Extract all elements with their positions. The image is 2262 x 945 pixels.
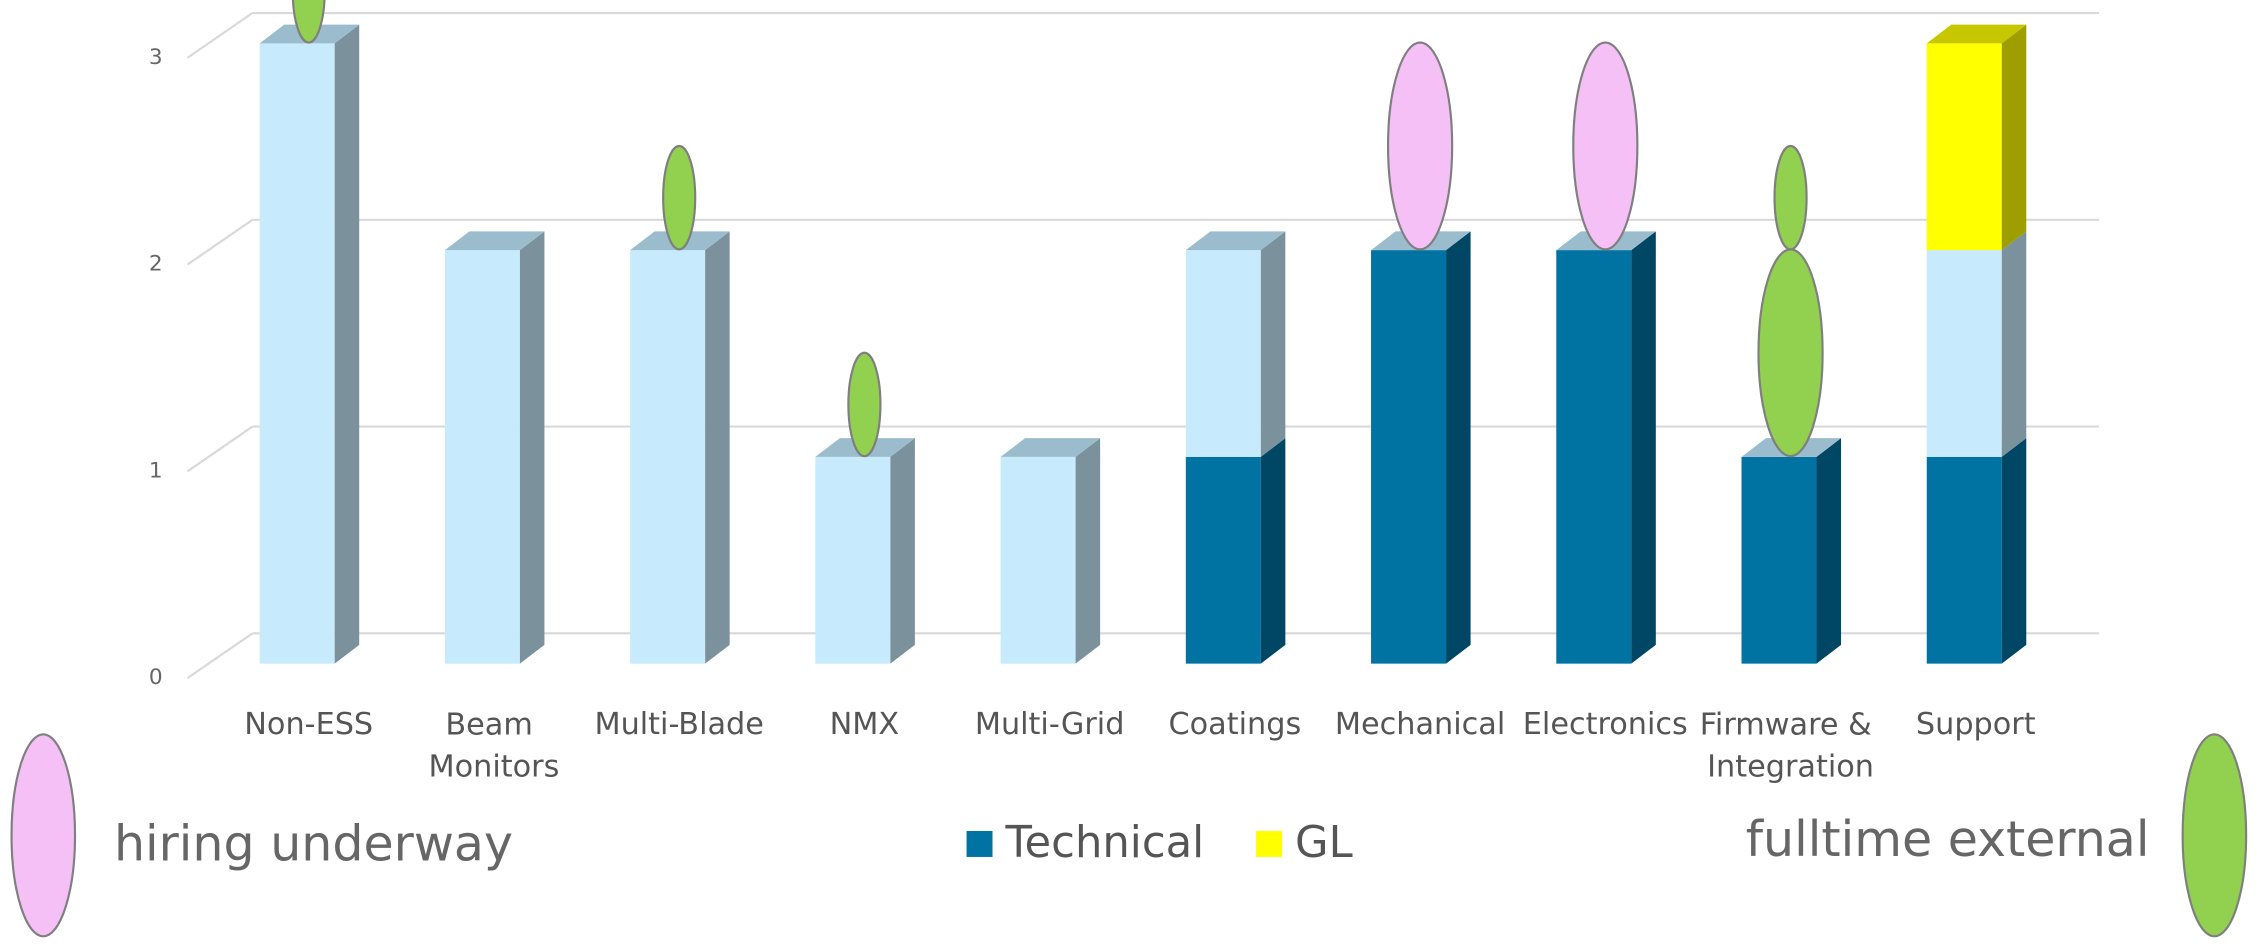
bar-side (1446, 231, 1471, 664)
annotation-label: hiring underway (114, 814, 513, 872)
bar-top (1185, 231, 1286, 251)
bar-side (1075, 438, 1101, 664)
legend-swatch (1256, 830, 1283, 857)
bar-front (1926, 250, 2002, 457)
bar-front (815, 456, 891, 664)
bar-side (519, 231, 545, 664)
bar-front (1185, 456, 1261, 664)
annotation-marker (662, 144, 697, 251)
x-tick-label: NMX (830, 707, 900, 742)
bar-front (1371, 250, 1447, 664)
y-tick-label: 1 (149, 458, 163, 483)
annotation-marker (1572, 41, 1639, 251)
bar-segment (444, 231, 545, 664)
bar-side (1816, 438, 1842, 664)
bar-segment (1926, 24, 2027, 251)
bar-front (1926, 43, 2002, 251)
legend-label: GL (1295, 818, 1353, 868)
bar-side (2001, 438, 2027, 664)
bar-side (890, 438, 915, 664)
bar-side (705, 231, 730, 664)
y-tick-label: 2 (149, 252, 163, 277)
bar-front (1926, 456, 2002, 664)
bar-segment (1185, 438, 1286, 664)
bar-front (1556, 250, 1632, 664)
x-tick-label: Electronics (1523, 707, 1688, 742)
x-tick-label: Multi-Grid (975, 707, 1125, 742)
x-tick-label: Mechanical (1335, 707, 1505, 742)
annotation-key (2181, 733, 2248, 938)
bar-front (1741, 456, 1817, 664)
bar-segment (1000, 438, 1101, 664)
x-tick-label: Multi-Blade (594, 707, 763, 742)
annotation-marker (1757, 248, 1824, 458)
grid-line (186, 218, 254, 266)
grid-line (186, 425, 254, 473)
annotation-key (10, 733, 77, 938)
bar-front (444, 250, 520, 664)
legend-label: Technical (1004, 818, 1204, 868)
grid-line (186, 632, 254, 679)
annotation-marker (291, 0, 326, 44)
bar-top (1000, 438, 1101, 457)
bar-segment (1926, 438, 2027, 664)
bar-side (1260, 231, 1286, 457)
bars (259, 0, 2027, 664)
bar-front (259, 43, 335, 664)
bar-side (1631, 231, 1656, 664)
x-tick-label: Support (1916, 707, 2036, 742)
annotation-label: fulltime external (1746, 810, 2150, 868)
legend-swatch (966, 830, 993, 857)
x-tick-label: Non-ESS (244, 707, 373, 742)
annotation-marker (847, 351, 882, 458)
y-tick-label: 3 (149, 45, 163, 70)
x-tick-label: Coatings (1169, 707, 1302, 742)
bar-segment (1185, 231, 1286, 457)
bar-segment (1741, 438, 1842, 664)
x-tick-label: Firmware & Integration (1700, 707, 1882, 784)
annotation-marker (1773, 144, 1808, 251)
bar-top (444, 231, 545, 251)
bar-segment (630, 231, 730, 664)
bar-segment (259, 24, 360, 664)
bar-front (630, 250, 706, 664)
bar-segment (1371, 231, 1471, 664)
bar-segment (815, 438, 915, 664)
bar-top (1926, 24, 2027, 44)
bar-side (1260, 438, 1286, 664)
bar-segment (1926, 231, 2027, 457)
annotation-marker (1386, 41, 1454, 251)
x-tick-label: Beam Monitors (429, 707, 560, 784)
bar-front (1000, 456, 1076, 664)
bar-front (1185, 250, 1261, 457)
bar-side (2001, 231, 2027, 457)
bar-side (334, 24, 360, 664)
bar-segment (1556, 231, 1656, 664)
y-tick-label: 0 (149, 665, 163, 690)
labels: 0 1 2 3 Non-ESS Beam Monitors Multi-Blade NMX Mu… (10, 45, 2248, 938)
grid-line (186, 12, 254, 59)
bar-side (2001, 24, 2027, 251)
